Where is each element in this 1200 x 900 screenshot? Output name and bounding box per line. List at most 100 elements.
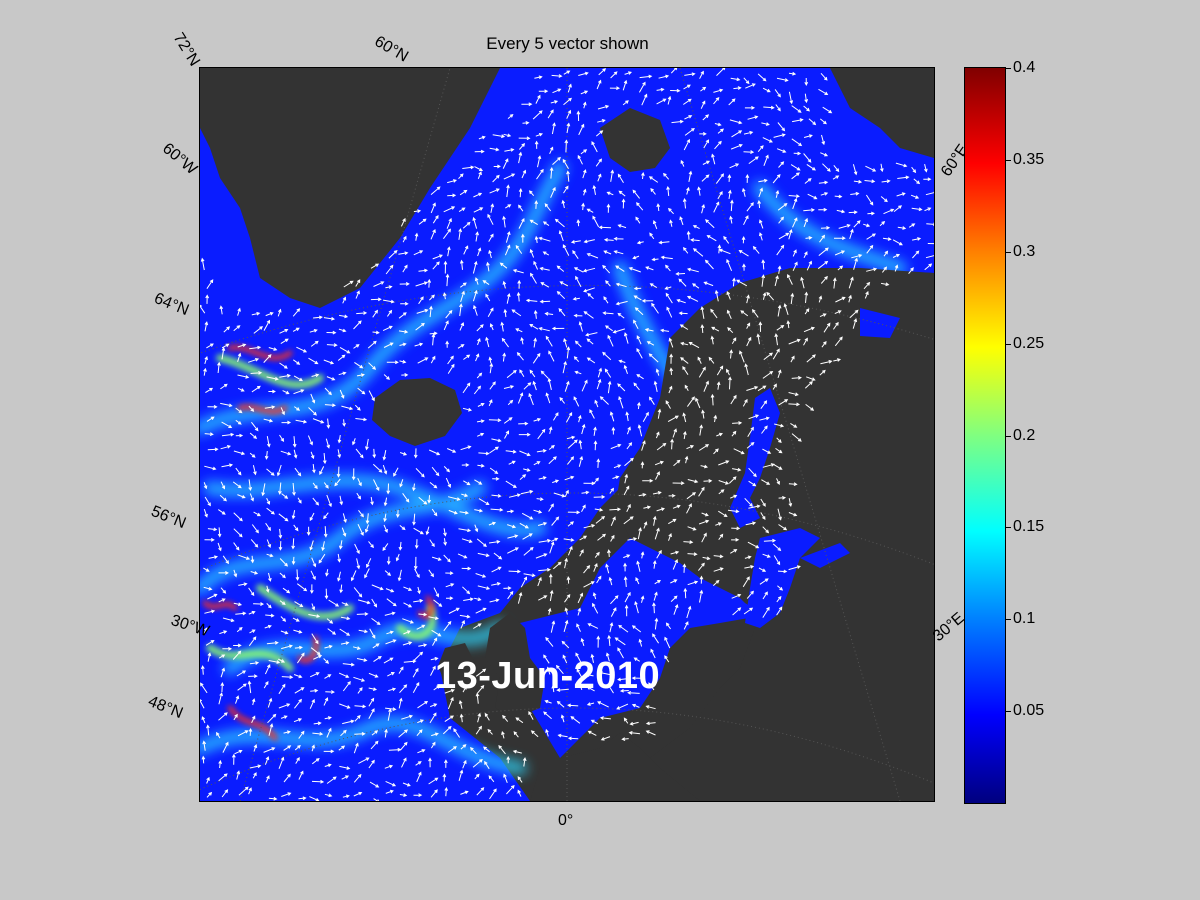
velocity-arrow xyxy=(805,404,815,411)
velocity-arrow xyxy=(354,704,367,709)
velocity-arrow xyxy=(462,221,471,229)
velocity-arrow xyxy=(355,417,368,422)
velocity-arrow xyxy=(309,329,318,333)
velocity-arrow xyxy=(488,249,492,259)
velocity-arrow xyxy=(804,77,809,86)
velocity-arrow xyxy=(477,712,482,723)
russia-north xyxy=(830,68,934,158)
velocity-arrow xyxy=(508,493,521,498)
velocity-arrow xyxy=(656,98,667,105)
velocity-arrow xyxy=(488,521,497,526)
velocity-arrow xyxy=(751,308,759,318)
velocity-arrow xyxy=(537,155,542,168)
velocity-arrow xyxy=(566,109,572,119)
velocity-arrow xyxy=(678,278,687,287)
velocity-arrow xyxy=(746,442,755,449)
velocity-arrow xyxy=(727,509,740,514)
velocity-arrow xyxy=(757,145,764,153)
velocity-arrow xyxy=(700,86,707,92)
velocity-arrow xyxy=(622,100,629,106)
velocity-arrow xyxy=(777,202,788,211)
velocity-arrow xyxy=(585,673,594,677)
velocity-arrow xyxy=(219,630,228,635)
velocity-arrow xyxy=(337,553,341,563)
velocity-arrow xyxy=(460,282,467,288)
velocity-arrow xyxy=(238,786,249,796)
velocity-arrow xyxy=(475,725,482,735)
velocity-arrow xyxy=(365,513,370,525)
velocity-arrow xyxy=(743,607,754,615)
velocity-arrow xyxy=(766,291,774,301)
velocity-arrow xyxy=(532,110,543,120)
velocity-arrow xyxy=(773,463,783,470)
velocity-arrow xyxy=(324,716,332,720)
lon-label-60w: 60°W xyxy=(159,140,201,179)
velocity-arrow xyxy=(292,617,300,622)
velocity-arrow xyxy=(461,566,472,571)
velocity-arrow xyxy=(309,512,315,522)
velocity-arrow xyxy=(251,421,259,432)
velocity-arrow xyxy=(383,342,394,348)
velocity-arrow xyxy=(252,772,257,779)
velocity-arrow xyxy=(603,238,614,242)
velocity-arrow xyxy=(545,636,554,647)
velocity-arrow xyxy=(268,572,272,582)
map-axes[interactable] xyxy=(199,67,935,802)
velocity-arrow xyxy=(533,309,538,319)
velocity-arrow xyxy=(804,291,809,303)
velocity-arrow xyxy=(927,243,934,245)
velocity-arrow xyxy=(679,216,684,226)
velocity-arrow xyxy=(233,569,238,578)
velocity-arrow xyxy=(324,387,332,396)
velocity-arrow xyxy=(266,640,279,645)
velocity-arrow xyxy=(291,510,296,520)
velocity-arrow xyxy=(792,261,798,272)
velocity-arrow xyxy=(414,232,419,241)
velocity-arrow xyxy=(237,387,245,392)
velocity-arrow xyxy=(280,450,292,456)
velocity-arrow xyxy=(669,219,673,227)
velocity-arrow xyxy=(236,670,247,677)
velocity-arrow xyxy=(586,338,594,345)
velocity-arrow xyxy=(522,757,527,767)
velocity-arrow xyxy=(249,432,258,440)
velocity-arrow xyxy=(563,70,571,75)
velocity-arrow xyxy=(489,323,494,331)
velocity-arrow xyxy=(355,448,364,459)
velocity-arrow xyxy=(638,638,643,647)
velocity-arrow xyxy=(748,156,759,165)
velocity-arrow xyxy=(444,689,455,694)
velocity-arrow xyxy=(221,421,233,428)
velocity-arrow xyxy=(326,776,337,784)
velocity-arrow xyxy=(398,666,404,674)
velocity-arrow xyxy=(778,524,788,531)
velocity-arrow xyxy=(220,445,231,450)
velocity-arrow xyxy=(698,366,706,378)
velocity-arrow xyxy=(593,563,598,572)
velocity-arrow xyxy=(819,313,827,318)
velocity-arrow xyxy=(551,516,560,526)
velocity-arrow xyxy=(222,741,229,753)
velocity-arrow xyxy=(474,149,485,154)
velocity-arrow xyxy=(474,277,479,285)
velocity-arrow xyxy=(664,655,670,663)
velocity-arrow xyxy=(643,521,648,529)
velocity-arrow xyxy=(350,570,357,582)
velocity-arrow xyxy=(385,588,395,593)
velocity-arrow xyxy=(559,281,569,287)
velocity-arrow xyxy=(309,584,314,594)
velocity-arrow xyxy=(416,308,429,314)
velocity-arrow xyxy=(718,480,730,485)
velocity-arrow xyxy=(652,515,657,526)
velocity-arrow xyxy=(701,203,705,214)
velocity-arrow xyxy=(623,485,630,496)
velocity-arrow xyxy=(538,327,550,332)
velocity-arrow xyxy=(429,712,437,724)
velocity-arrow xyxy=(473,623,482,629)
velocity-arrow xyxy=(562,158,569,169)
ireland xyxy=(438,643,475,683)
velocity-arrow xyxy=(399,793,408,797)
velocity-arrow xyxy=(607,634,612,646)
velocity-arrow xyxy=(398,312,407,319)
velocity-arrow xyxy=(652,667,657,676)
